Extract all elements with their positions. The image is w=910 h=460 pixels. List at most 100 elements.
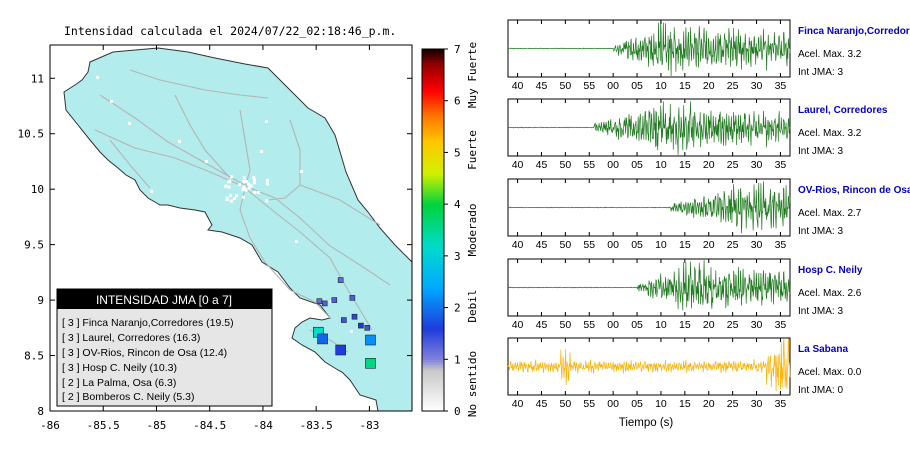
colorbar-cell — [422, 167, 444, 172]
station-marker — [349, 295, 356, 301]
map-y-tick-label: 11 — [31, 72, 44, 85]
colorbar-cell — [422, 152, 444, 156]
colorbar-cell — [422, 273, 444, 278]
colorbar-cell — [422, 105, 444, 110]
station-jma: Int JMA: 3 — [798, 67, 843, 78]
colorbar-tick-label: 1 — [454, 353, 461, 366]
trace-tick-label: 00 — [607, 319, 619, 331]
trace-tick-label: 35 — [775, 398, 787, 410]
trace-tick-label: 20 — [703, 319, 715, 331]
legend-item: [ 2 ] La Palma, Osa (6.3) — [62, 377, 176, 389]
trace-tick-label: 40 — [512, 159, 524, 171]
time-axis-label: Tiempo (s) — [619, 417, 674, 429]
colorbar-cell — [422, 149, 444, 154]
trace-line — [507, 101, 791, 156]
colorbar-tick-label: 6 — [454, 95, 461, 108]
colorbar-cell — [422, 271, 444, 275]
seismogram-panel: 40 45 50 55 00 05 10 15 20 25 30 35 Hosp C. Neily Ace… — [507, 258, 863, 331]
station-pga: Acel. Max. 3.2 — [798, 49, 862, 60]
city-dot — [252, 175, 256, 179]
colorbar-cell — [422, 121, 444, 125]
station-marker — [317, 333, 328, 345]
colorbar-cell — [422, 56, 444, 60]
station-pga: Acel. Max. 2.7 — [798, 208, 862, 219]
colorbar-cell — [422, 253, 444, 257]
legend-title-bar — [57, 289, 272, 309]
map-frame — [49, 44, 413, 412]
colorbar-tick-label: 0 — [454, 405, 461, 418]
trace-tick-label: 40 — [512, 319, 524, 331]
seismogram-panel: 40 45 50 55 00 05 10 15 20 25 30 35 La Sabana Acel. M… — [507, 337, 862, 410]
trace-tick-label: 45 — [536, 398, 548, 410]
colorbar-cell — [422, 390, 444, 394]
colorbar-cell — [422, 250, 444, 254]
colorbar-cell — [422, 173, 444, 177]
colorbar-cell — [422, 77, 444, 81]
colorbar-cell — [422, 170, 444, 174]
colorbar-cell — [422, 385, 444, 389]
city-dot — [230, 175, 234, 179]
colorbar-cell — [422, 147, 444, 151]
colorbar-cell — [422, 230, 444, 234]
city-dot — [265, 182, 269, 186]
city-dot — [247, 186, 251, 190]
city-dot — [150, 190, 153, 193]
colorbar-cell — [422, 134, 444, 138]
colorbar-frame — [421, 48, 445, 412]
city-dot — [228, 179, 232, 183]
colorbar-cell — [422, 144, 444, 148]
station-intensity-markers — [313, 277, 376, 369]
station-marker — [337, 277, 344, 283]
colorbar-cell — [422, 317, 444, 322]
trace-line — [507, 338, 791, 392]
colorbar-cell — [422, 157, 444, 161]
colorbar-cell — [422, 193, 444, 197]
colorbar-cell — [422, 227, 444, 231]
city-dot — [350, 330, 353, 333]
city-dot — [247, 182, 251, 186]
trace-line — [507, 181, 791, 234]
colorbar-cell — [422, 408, 444, 412]
colorbar-cell — [422, 175, 444, 179]
colorbar-tick-label: 4 — [454, 198, 461, 211]
trace-tick-label: 55 — [583, 80, 595, 92]
colorbar-cell — [422, 155, 444, 159]
colorbar-cell — [422, 333, 444, 337]
city-dot — [260, 150, 263, 153]
trace-tick-label: 45 — [536, 159, 548, 171]
trace-tick-label: 00 — [607, 239, 619, 251]
colorbar-cell — [422, 87, 444, 91]
trace-tick-label: 05 — [631, 398, 643, 410]
trace-tick-label: 05 — [631, 159, 643, 171]
trace-tick-label: 20 — [703, 239, 715, 251]
colorbar-cell — [422, 186, 444, 190]
trace-tick-label: 15 — [679, 159, 691, 171]
trace-tick-label: 15 — [679, 80, 691, 92]
colorbar-cell — [422, 217, 444, 221]
colorbar-cell — [422, 336, 444, 340]
colorbar-cell — [422, 111, 444, 115]
station-marker — [358, 322, 364, 329]
colorbar-cell — [422, 237, 444, 241]
station-name: OV-Rios, Rincon de Osa — [798, 185, 910, 196]
colorbar-cell — [422, 255, 444, 260]
colorbar-tick-label: 2 — [454, 302, 461, 315]
colorbar-cell — [422, 59, 444, 63]
colorbar-label: Fuerte — [466, 130, 479, 170]
city-dot — [249, 184, 253, 188]
city-dot — [242, 176, 246, 180]
city-dot — [265, 199, 269, 203]
trace-tick-label: 15 — [679, 319, 691, 331]
station-name: Laurel, Corredores — [798, 105, 888, 116]
trace-line — [507, 20, 791, 77]
colorbar-tick-label: 5 — [454, 146, 461, 159]
colorbar-cell — [422, 64, 444, 68]
city-markers — [96, 76, 353, 333]
trace-line — [507, 259, 791, 311]
colorbar-cell — [422, 343, 444, 347]
trace-tick-label: 10 — [655, 319, 667, 331]
trace-tick-label: 55 — [583, 398, 595, 410]
trace-tick-label: 40 — [512, 80, 524, 92]
city-dot — [225, 198, 229, 202]
colorbar-cell — [422, 183, 444, 187]
